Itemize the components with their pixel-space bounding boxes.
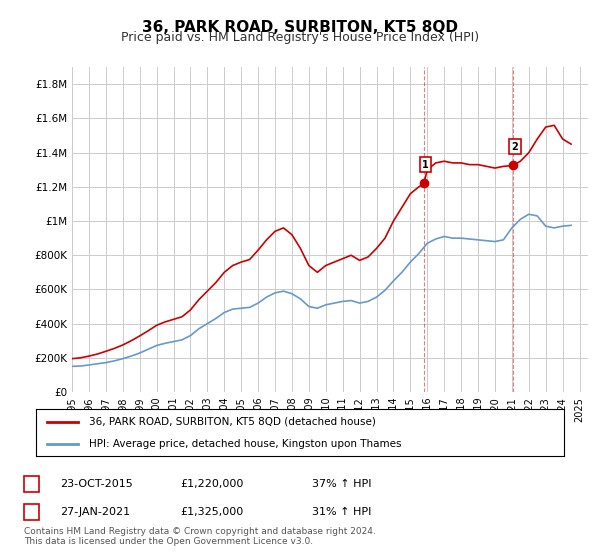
Text: 27-JAN-2021: 27-JAN-2021 bbox=[60, 507, 130, 517]
Text: 36, PARK ROAD, SURBITON, KT5 8QD: 36, PARK ROAD, SURBITON, KT5 8QD bbox=[142, 20, 458, 35]
Text: 2: 2 bbox=[511, 142, 518, 152]
Text: 23-OCT-2015: 23-OCT-2015 bbox=[60, 479, 133, 489]
Text: 1: 1 bbox=[422, 160, 429, 170]
Text: £1,325,000: £1,325,000 bbox=[180, 507, 243, 517]
Text: 1: 1 bbox=[28, 479, 35, 489]
Text: 2: 2 bbox=[28, 507, 35, 517]
Text: 36, PARK ROAD, SURBITON, KT5 8QD (detached house): 36, PARK ROAD, SURBITON, KT5 8QD (detach… bbox=[89, 417, 376, 427]
Text: Contains HM Land Registry data © Crown copyright and database right 2024.
This d: Contains HM Land Registry data © Crown c… bbox=[24, 526, 376, 546]
Text: 37% ↑ HPI: 37% ↑ HPI bbox=[312, 479, 371, 489]
Text: £1,220,000: £1,220,000 bbox=[180, 479, 244, 489]
Text: Price paid vs. HM Land Registry's House Price Index (HPI): Price paid vs. HM Land Registry's House … bbox=[121, 31, 479, 44]
Text: 31% ↑ HPI: 31% ↑ HPI bbox=[312, 507, 371, 517]
Text: HPI: Average price, detached house, Kingston upon Thames: HPI: Average price, detached house, King… bbox=[89, 438, 401, 449]
